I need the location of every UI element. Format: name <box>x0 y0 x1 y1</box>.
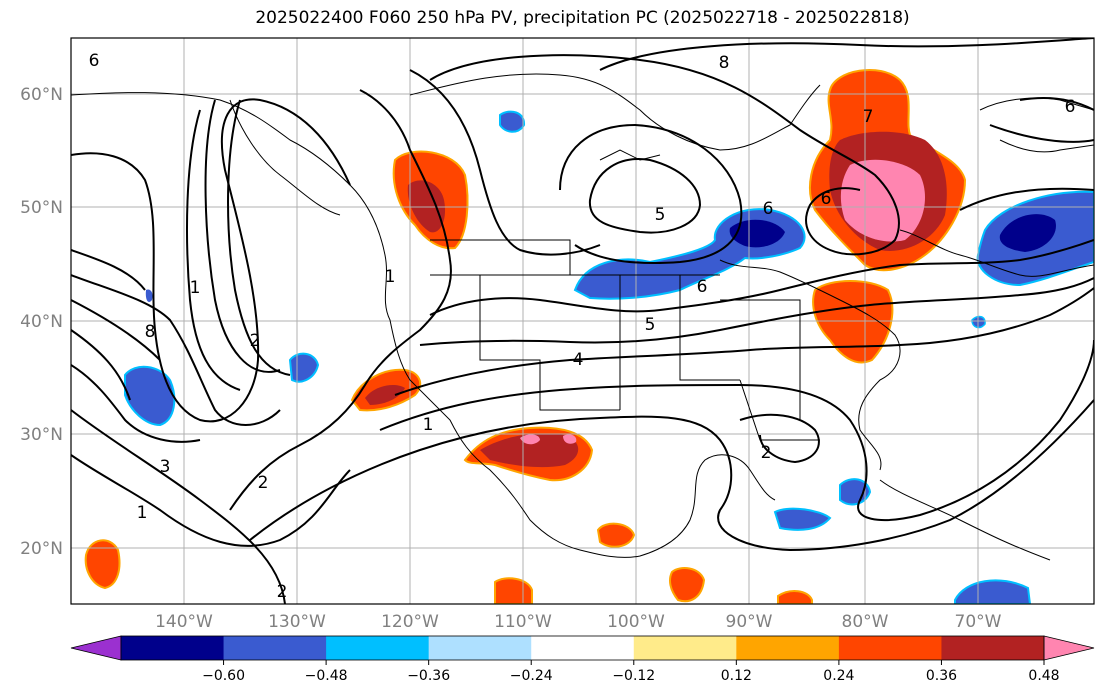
contour-label: 2 <box>277 582 288 602</box>
colorbar-tick-label: −0.12 <box>612 668 655 684</box>
precip-blob <box>520 434 540 445</box>
precip-blob <box>365 385 405 405</box>
colorbar-segment <box>531 636 635 660</box>
contour-label: 8 <box>719 53 730 73</box>
precip-blob <box>596 522 636 548</box>
precip-blob <box>494 577 533 604</box>
graticule <box>71 38 1094 604</box>
colorbar-tick-label: −0.36 <box>407 668 450 684</box>
contour-labels: 6 8 1 2 3 1 2 2 1 4 5 6 5 6 7 6 8 1 2 6 <box>89 51 1076 602</box>
colorbar-segment <box>428 636 532 660</box>
colorbar-tick-label: 0.24 <box>823 668 854 684</box>
colorbar-tick-label: −0.48 <box>305 668 348 684</box>
contour-label: 6 <box>821 189 832 209</box>
lat-label: 30°N <box>20 425 63 445</box>
pv-contours <box>71 38 1094 604</box>
precip-blob <box>480 433 579 468</box>
contour-label: 5 <box>655 205 666 225</box>
colorbar-tick-label: 0.48 <box>1028 668 1059 684</box>
coastlines <box>71 73 1094 561</box>
contour-label: 4 <box>573 350 584 370</box>
contour-label: 6 <box>1065 97 1076 117</box>
colorbar-tick-label: −0.60 <box>202 668 245 684</box>
colorbar: −0.60 −0.48 −0.36 −0.24 −0.12 0.12 0.24 0.36 0.4… <box>70 635 1095 684</box>
colorbar-extend-low <box>70 635 122 661</box>
lat-label: 60°N <box>20 85 63 105</box>
contour-label: 6 <box>89 51 100 71</box>
latitude-labels: 60°N 50°N 40°N 30°N 20°N <box>20 85 63 559</box>
colorbar-tick-label: 0.36 <box>926 668 957 684</box>
precip-blob <box>84 539 121 590</box>
contour-label: 1 <box>137 503 148 523</box>
precip-blob <box>812 280 894 364</box>
precip-blob <box>971 315 986 329</box>
contour-label: 2 <box>250 331 261 351</box>
precip-blob <box>124 365 176 427</box>
colorbar-tick-label: −0.24 <box>510 668 553 684</box>
contour-label: 6 <box>763 199 774 219</box>
contour-label: 3 <box>160 457 171 477</box>
longitude-labels: 140°W 130°W 120°W 110°W 100°W 90°W 80°W … <box>155 612 1002 632</box>
colorbar-segment <box>838 636 942 660</box>
lon-label: 70°W <box>955 612 1002 632</box>
colorbar-segment <box>121 636 225 660</box>
contour-label: 1 <box>385 267 396 287</box>
contour-label: 2 <box>761 443 772 463</box>
contour-label: 5 <box>645 315 656 335</box>
contour-label: 1 <box>423 415 434 435</box>
precip-blob <box>499 110 526 133</box>
contour-label: 7 <box>863 107 874 127</box>
contour-label: 2 <box>258 473 269 493</box>
map-frame <box>70 37 1095 605</box>
contour-label: 8 <box>145 322 156 342</box>
lon-label: 90°W <box>726 612 773 632</box>
precip-blob <box>669 567 706 603</box>
colorbar-segment <box>633 636 737 660</box>
contour-label: 6 <box>697 277 708 297</box>
lat-label: 50°N <box>20 198 63 218</box>
precip-blob <box>145 289 153 302</box>
colorbar-segment <box>941 636 1045 660</box>
precipitation-field <box>84 68 1094 604</box>
precip-blob <box>773 507 832 531</box>
colorbar-segment <box>326 636 430 660</box>
precip-blob <box>777 590 813 604</box>
colorbar-segment <box>736 636 840 660</box>
colorbar-tick-label: 0.12 <box>721 668 752 684</box>
lat-label: 20°N <box>20 539 63 559</box>
lon-label: 130°W <box>268 612 326 632</box>
lon-label: 140°W <box>155 612 213 632</box>
lon-label: 80°W <box>842 612 889 632</box>
colorbar-extend-high <box>1043 635 1095 661</box>
precip-blob <box>839 478 872 506</box>
colorbar-border <box>120 635 1045 661</box>
lon-label: 110°W <box>494 612 552 632</box>
precip-blob <box>999 214 1056 252</box>
precip-blob <box>954 579 1032 604</box>
precip-blob <box>563 434 577 444</box>
precip-blob <box>840 159 925 242</box>
precip-blob <box>407 180 446 233</box>
lon-label: 120°W <box>381 612 439 632</box>
precip-blob <box>729 219 785 248</box>
lon-label: 100°W <box>607 612 665 632</box>
contour-label: 1 <box>190 278 201 298</box>
map-title: 2025022400 F060 250 hPa PV, precipitatio… <box>255 8 910 28</box>
colorbar-segment <box>223 636 327 660</box>
lat-label: 40°N <box>20 312 63 332</box>
